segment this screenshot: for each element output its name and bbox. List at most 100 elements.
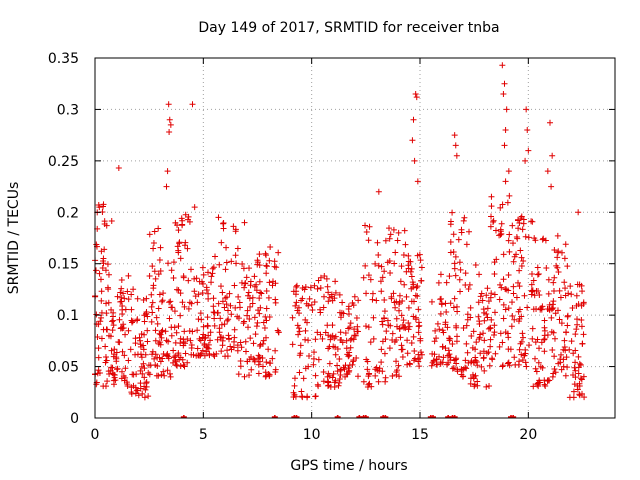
data-point [516, 267, 523, 274]
data-point [185, 277, 192, 284]
data-point [175, 352, 182, 359]
data-point [388, 295, 395, 302]
data-point [511, 316, 518, 323]
data-point [242, 348, 249, 355]
data-point [405, 320, 412, 327]
data-point [180, 336, 187, 343]
data-point [384, 259, 391, 266]
data-point [523, 363, 530, 370]
data-point [432, 327, 439, 334]
data-point [509, 222, 516, 229]
data-point [263, 317, 270, 324]
data-point [532, 355, 539, 362]
data-point [398, 263, 405, 270]
data-point [503, 106, 510, 113]
data-point [245, 292, 252, 299]
data-point [408, 298, 415, 305]
data-point [378, 346, 385, 353]
data-point [528, 271, 535, 278]
data-point [409, 279, 416, 286]
data-point [249, 294, 256, 301]
data-point [236, 299, 243, 306]
data-point [134, 295, 141, 302]
data-point [329, 322, 336, 329]
data-point [491, 322, 498, 329]
data-point [472, 354, 479, 361]
data-point [481, 367, 488, 374]
data-point [180, 274, 187, 281]
data-point [401, 227, 408, 234]
data-point [96, 270, 103, 277]
data-point [398, 312, 405, 319]
data-point [141, 383, 148, 390]
data-point [324, 322, 331, 329]
data-point [528, 291, 535, 298]
data-point [379, 338, 386, 345]
data-point [556, 287, 563, 294]
data-point [310, 355, 317, 362]
data-point [204, 323, 211, 330]
data-point [446, 351, 453, 358]
data-point [485, 298, 492, 305]
data-point [181, 363, 188, 370]
data-point [93, 381, 100, 388]
data-point [436, 326, 443, 333]
data-point [116, 339, 123, 346]
data-point [105, 299, 112, 306]
data-point [125, 296, 132, 303]
data-point [103, 300, 110, 307]
data-point [503, 286, 510, 293]
data-point [462, 357, 469, 364]
data-point [227, 343, 234, 350]
data-point [220, 220, 227, 227]
data-point [399, 354, 406, 361]
data-point [363, 229, 370, 236]
data-point [174, 243, 181, 250]
data-point [487, 343, 494, 350]
data-point [102, 267, 109, 274]
data-point [113, 366, 120, 373]
data-point [442, 300, 449, 307]
data-point [467, 314, 474, 321]
data-point [431, 338, 438, 345]
data-point [389, 330, 396, 337]
data-point [184, 216, 191, 223]
data-point [488, 290, 495, 297]
data-point [563, 354, 570, 361]
data-point [418, 277, 425, 284]
data-point [548, 306, 555, 313]
data-point [257, 289, 264, 296]
data-point [415, 323, 422, 330]
data-point [528, 281, 535, 288]
data-point [214, 309, 221, 316]
data-point [382, 378, 389, 385]
data-point [181, 303, 188, 310]
data-point [174, 362, 181, 369]
data-point [207, 329, 214, 336]
data-point [543, 264, 550, 271]
data-point [513, 234, 520, 241]
data-point [179, 299, 186, 306]
data-point [250, 340, 257, 347]
data-point [337, 314, 344, 321]
data-point [195, 352, 202, 359]
data-point [488, 316, 495, 323]
data-point [108, 306, 115, 313]
data-point [317, 309, 324, 316]
data-point [404, 350, 411, 357]
data-point [248, 366, 255, 373]
data-point [265, 294, 272, 301]
data-point [372, 260, 379, 267]
data-point [160, 368, 167, 375]
data-point [519, 226, 526, 233]
data-point [360, 378, 367, 385]
data-point [291, 375, 298, 382]
data-point [297, 342, 304, 349]
data-point [237, 339, 244, 346]
data-point [351, 293, 358, 300]
data-point [406, 323, 413, 330]
data-point [311, 299, 318, 306]
data-point [189, 328, 196, 335]
data-point [266, 373, 273, 380]
data-point [110, 371, 117, 378]
